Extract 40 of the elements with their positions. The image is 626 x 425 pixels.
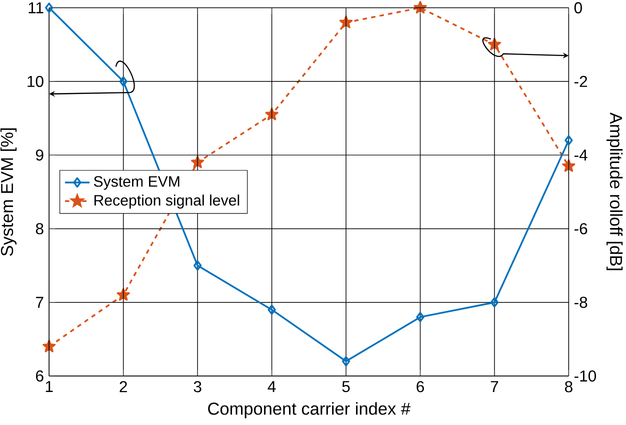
x-tick-label: 6 [416,381,424,392]
y-tick-label: 6 [36,370,44,382]
y2-tick-label: -4 [574,150,588,160]
point [265,108,278,120]
x-tick-label: 8 [564,381,572,392]
point [119,76,128,87]
x-tick-label: 1 [46,381,53,392]
y-tick-label: 8 [36,223,44,234]
y2-tick-label: 0 [574,2,582,14]
x-axis-title: Component carrier index # [208,402,410,418]
point [488,38,502,50]
y-tick-label: 10 [28,76,44,87]
y2-axis-title: Amplitude rolloff [dB] [606,112,623,270]
x-tick-label: 5 [342,381,350,392]
x-tick-label: 3 [194,381,202,392]
y2-tick-label: -10 [574,370,596,382]
y-axis-title: System EVM [%] [0,128,17,256]
legend-label: Reception signal level [94,194,240,209]
point [268,304,276,315]
point [191,156,204,168]
x-tick-label: 2 [120,381,127,392]
point [416,312,424,322]
x-tick-label: 4 [268,381,276,392]
y-tick-label: 11 [28,2,44,14]
legend-label: System EVM [94,176,180,190]
point [45,2,54,13]
point [339,16,353,28]
point [414,0,427,14]
y-tick-label: 7 [36,296,44,308]
point [490,297,499,308]
point [564,135,573,146]
point [193,260,202,271]
point [116,288,130,301]
point [562,159,576,172]
point [342,356,350,366]
y2-tick-label: -6 [574,223,588,234]
x-tick-label: 7 [490,381,498,392]
y2-tick-label: -8 [574,296,588,308]
y-tick-label: 9 [36,149,44,161]
y2-tick-label: -2 [574,76,588,87]
